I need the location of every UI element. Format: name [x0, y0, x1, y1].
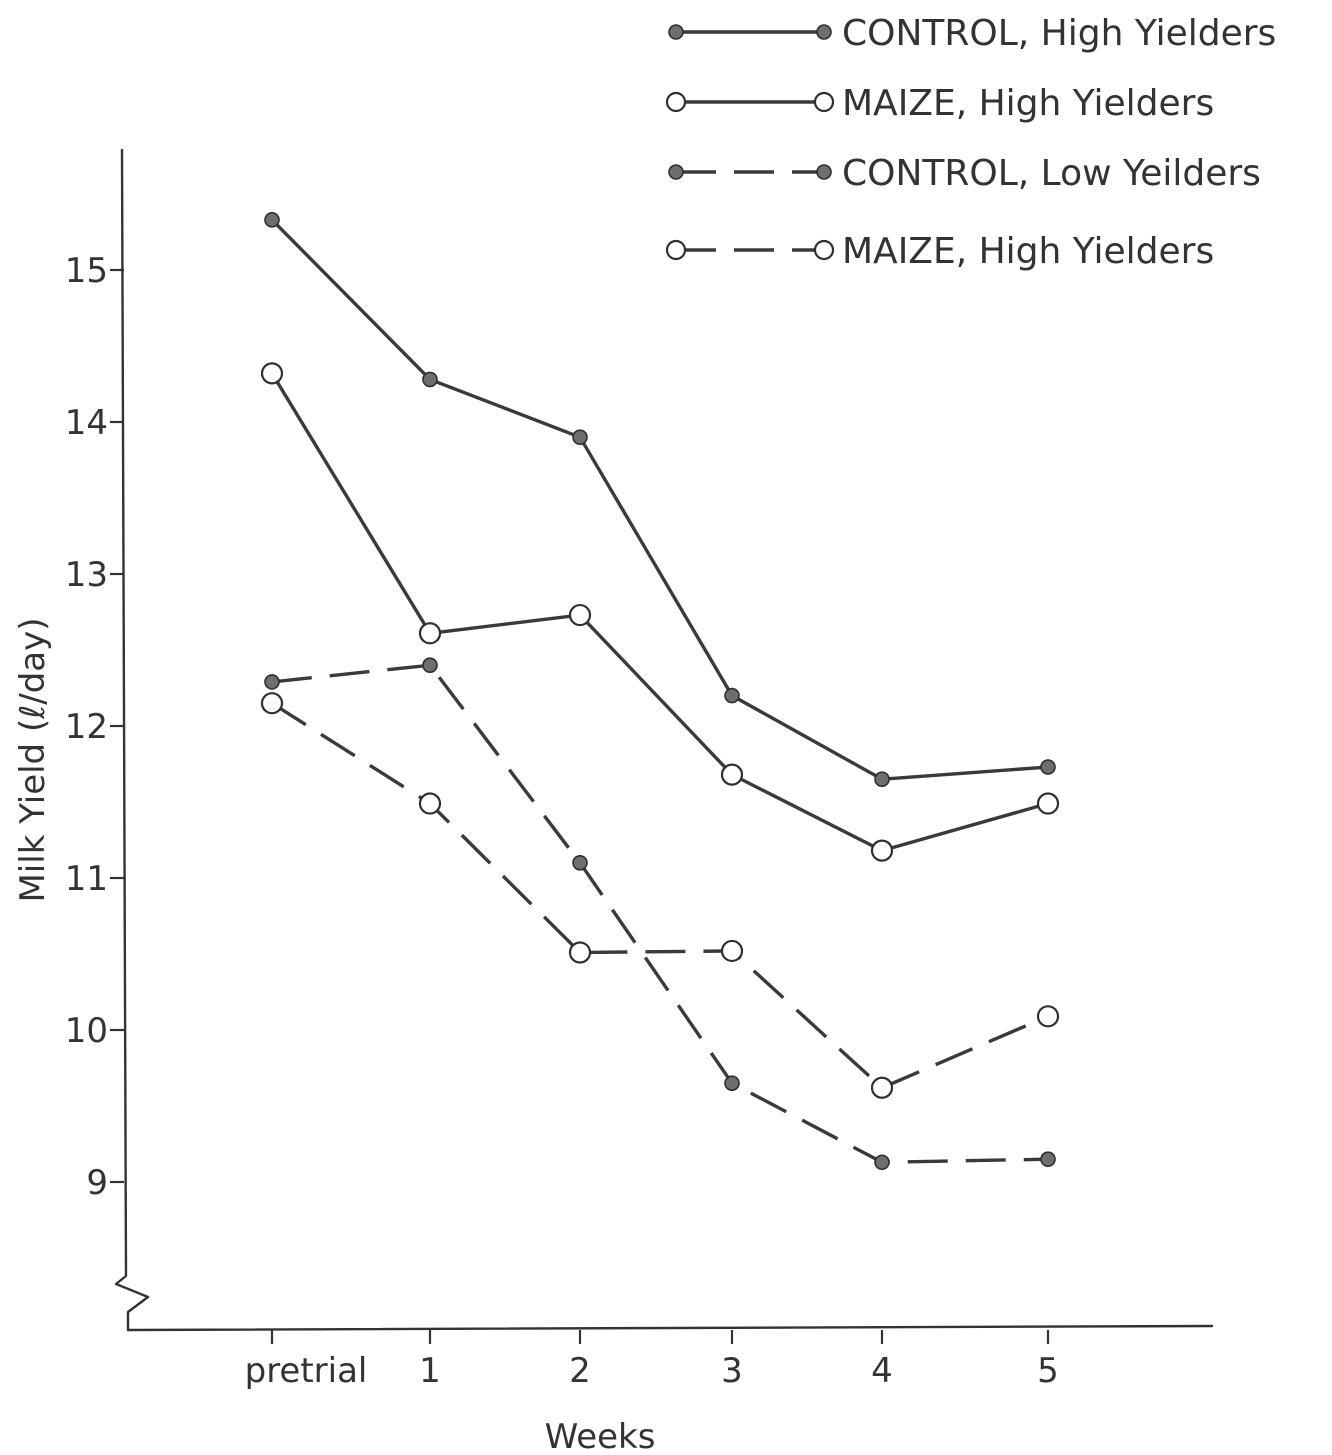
legend-marker	[816, 164, 832, 180]
x-ticks: pretrial 1 2 3 4 5	[245, 1330, 1059, 1391]
x-tick-label: 5	[1037, 1351, 1059, 1391]
legend-marker	[665, 239, 687, 261]
legend: CONTROL, High Yielders MAIZE, High Yielde…	[665, 13, 1276, 272]
data-point	[572, 854, 588, 871]
series-2	[260, 362, 1060, 862]
y-ticks: 9 10 11 12 13 14 15	[65, 251, 124, 1203]
data-point	[1036, 1005, 1060, 1028]
series-1	[264, 212, 1056, 788]
data-point	[568, 941, 592, 964]
x-tick-label: pretrial	[245, 1351, 368, 1391]
legend-marker	[668, 164, 684, 180]
y-axis-title: Milk Yield (ℓ/day)	[13, 617, 53, 902]
y-axis-line	[114, 148, 150, 1332]
legend-item: CONTROL, Low Yeilders	[668, 153, 1261, 194]
series-line	[271, 701, 1049, 1090]
legend-marker	[813, 239, 835, 261]
series-4	[260, 692, 1060, 1099]
series-line	[270, 372, 1049, 853]
data-point	[422, 657, 438, 674]
data-point	[260, 692, 284, 715]
legend-item: CONTROL, High Yielders	[668, 13, 1276, 54]
legend-marker	[816, 24, 832, 40]
x-tick-label: 1	[419, 1351, 441, 1391]
y-tick-label: 10	[65, 1011, 108, 1051]
legend-marker	[813, 91, 835, 113]
data-point	[874, 1154, 890, 1171]
data-point	[870, 1076, 894, 1099]
y-tick-label: 14	[65, 403, 108, 443]
data-point	[264, 212, 280, 228]
data-point	[418, 622, 442, 645]
series-3	[264, 657, 1056, 1171]
series-line	[271, 663, 1049, 1164]
data-point	[572, 429, 588, 446]
legend-marker	[668, 24, 684, 40]
y-tick-label: 9	[86, 1163, 108, 1203]
data-point	[874, 771, 890, 788]
series-layer	[260, 212, 1060, 1171]
x-axis-line	[126, 1324, 1214, 1332]
data-point	[260, 362, 284, 385]
data-point	[264, 674, 280, 690]
y-tick-label: 12	[65, 707, 108, 747]
legend-label: MAIZE, High Yielders	[842, 231, 1214, 272]
data-point	[724, 687, 740, 704]
data-point	[418, 792, 442, 815]
y-tick-label: 15	[65, 251, 108, 291]
y-tick-label: 11	[65, 859, 108, 899]
data-point	[1036, 792, 1060, 815]
data-point	[720, 763, 744, 786]
legend-label: MAIZE, High Yielders	[842, 83, 1214, 124]
x-tick-label: 4	[871, 1351, 893, 1391]
legend-item: MAIZE, High Yielders	[665, 83, 1214, 124]
data-point	[1040, 1151, 1056, 1167]
legend-label: CONTROL, High Yielders	[842, 13, 1276, 54]
data-point	[568, 603, 592, 627]
y-tick-label: 13	[65, 555, 108, 595]
legend-marker	[665, 91, 687, 113]
x-axis-title: Weeks	[545, 1417, 656, 1455]
data-point	[1040, 759, 1056, 775]
series-line	[270, 218, 1049, 781]
data-point	[724, 1075, 740, 1091]
data-point	[422, 371, 438, 388]
x-tick-label: 3	[721, 1351, 743, 1391]
legend-label: CONTROL, Low Yeilders	[842, 153, 1261, 194]
legend-item: MAIZE, High Yielders	[665, 231, 1214, 272]
x-tick-label: 2	[569, 1351, 591, 1391]
data-point	[870, 839, 894, 862]
data-point	[720, 939, 744, 963]
